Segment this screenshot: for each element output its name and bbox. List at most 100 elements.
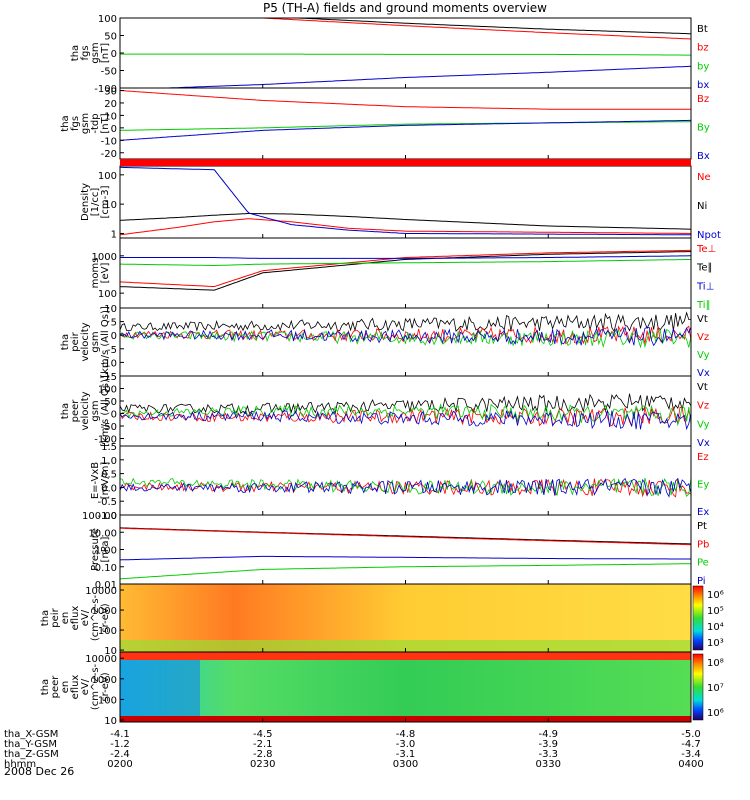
series-line-Vy: [119, 403, 692, 427]
panel-frame: [119, 237, 692, 309]
series-line-Ti∥: [120, 258, 692, 266]
legend-label: Ey: [697, 480, 709, 491]
y-tick-label: 100: [98, 626, 117, 637]
series-line-Ex: [119, 477, 692, 498]
y-tick-label: 1000: [92, 606, 117, 617]
x-axis-labels: tha_X-GSM -4.1 -4.5 -4.8 -4.9 -5.0 tha_Y-GSM -1…: [4, 729, 704, 770]
series-line-Vt: [119, 393, 692, 415]
colorbar-tick-label: 10⁶: [707, 590, 724, 601]
series-line-Pe: [119, 563, 691, 580]
legend-label: Vt: [697, 314, 708, 325]
xaxis-row-label: hhmm: [4, 759, 36, 770]
series-line-by: [120, 53, 691, 56]
y-axis-label: tha: [40, 610, 51, 626]
series-line-Ez: [119, 478, 692, 498]
y-axis-label: E=-VxB: [90, 462, 101, 499]
legend-label: Te⊥: [696, 244, 716, 255]
series-line-Vt: [119, 311, 692, 333]
xaxis-value: -4.1: [110, 729, 130, 740]
legend-label: Ti∥: [696, 300, 711, 311]
y-axis-label: tha: [60, 115, 71, 131]
y-axis-label: (cm^2-s-: [90, 594, 101, 641]
y-tick-label: -10: [101, 136, 117, 147]
legend-label: Ez: [697, 452, 709, 463]
series-line-Vy: [119, 328, 692, 349]
colorbar-tick-label: 10⁶: [707, 708, 724, 719]
legend-label: bz: [697, 43, 709, 54]
y-tick-label: -10: [101, 358, 117, 369]
y-tick-label: -50: [101, 67, 117, 78]
time-tick-label: 0400: [678, 759, 703, 770]
legend-label: Ni: [697, 201, 707, 212]
panel-1: Bt bz by bx 100 50 0 -50 -100 tha fgs gsm [nT]: [70, 14, 709, 95]
legend-label: Vz: [697, 332, 709, 343]
legend-label: Ex: [697, 507, 709, 518]
panel-10: 10⁸ 10⁷ 10⁶ 10000 1000 100 10 tha peer en eflux eV/…: [40, 651, 724, 727]
y-axis-label: [km/s (All Qs)]: [100, 306, 111, 378]
y-tick-label: 1000: [92, 252, 117, 263]
legend-label: Pi: [697, 576, 706, 587]
y-axis-label: [mV/m]: [100, 462, 111, 500]
y-axis-label: eV/: [80, 678, 91, 695]
y-tick-label: 30: [104, 86, 117, 97]
panel-5: Vt Vz Vy Vx 10 5 0 -5 -10 -15 tha peir velocity gsm [k…: [60, 304, 710, 383]
legend-label: Te∥: [696, 263, 713, 274]
y-axis-label: velocity: [80, 322, 91, 361]
series-line-Bx: [119, 119, 691, 141]
y-axis-label: eflux: [70, 606, 81, 631]
colorbar-tick-label: 10⁵: [707, 606, 724, 617]
y-tick-label: 100: [98, 14, 117, 25]
y-tick-label: 0.5: [101, 470, 117, 481]
xaxis-row-label: tha_Z-GSM: [4, 749, 59, 760]
y-tick-label: 0.01: [95, 580, 117, 591]
y-tick-label: 10.00: [88, 528, 117, 539]
y-axis-label: sr-eV): [100, 672, 111, 701]
y-tick-label: 1.5: [101, 442, 117, 453]
y-axis-label: [nT]: [100, 43, 111, 63]
xaxis-value: -2.4: [110, 749, 130, 760]
series-line-bx: [120, 65, 692, 89]
y-tick-label: -100: [94, 435, 117, 446]
y-axis-label: fgs: [80, 45, 91, 60]
xaxis-value: -3.3: [538, 749, 558, 760]
y-axis-label: en: [60, 681, 71, 694]
y-axis-label: moms: [90, 258, 101, 289]
y-tick-label: 5: [111, 318, 117, 329]
y-axis-label: tha: [60, 403, 71, 419]
legend-label: Ti⊥: [696, 281, 714, 292]
legend-label: Pt: [697, 521, 707, 532]
y-axis-label: tha: [40, 679, 51, 695]
y-tick-label: -0.5: [97, 497, 117, 508]
panel-3: Ne Ni Npot 100 10 1 Density [1/cc] [cm-3]: [80, 165, 721, 241]
spectrogram: [120, 652, 691, 722]
y-tick-label: -15: [101, 372, 117, 383]
legend-label: Pe: [697, 558, 709, 569]
y-tick-label: 50: [104, 32, 117, 43]
y-axis-label: gsm: [90, 42, 101, 63]
panel-9: 10⁶ 10⁵ 10⁴ 10³ 10000 1000 100 10 tha peir en eflux…: [40, 583, 724, 657]
y-tick-label: 0.10: [95, 563, 117, 574]
legend-label: Vx: [697, 368, 710, 379]
y-tick-label: 100: [98, 289, 117, 300]
y-tick-label: -100: [94, 84, 117, 95]
y-tick-label: 0.0: [101, 483, 117, 494]
series-line-Ni: [119, 213, 692, 230]
y-tick-label: 0: [111, 124, 117, 135]
y-axis-label: peir: [70, 331, 81, 351]
spectrogram-band: [120, 652, 691, 660]
date-label: 2008 Dec 26: [4, 765, 74, 778]
series-line-Pb: [120, 527, 692, 546]
colorbar-tick-label: 10³: [707, 638, 724, 649]
xaxis-value: -3.4: [681, 749, 701, 760]
colorbar-tick-label: 10⁴: [707, 622, 724, 633]
xaxis-value: -3.0: [396, 739, 416, 750]
y-axis-label: [km/s (All Qs)]: [100, 375, 111, 447]
series-line-Ne: [119, 218, 692, 236]
y-axis-label: peer: [70, 399, 81, 423]
y-tick-label: 1000: [92, 675, 117, 686]
legend-label: Vt: [697, 382, 708, 393]
panel-7: Ez Ey Ex 1.5 1.0 0.5 0.0 -0.5 -1.0 E=-VxB [mV/m]: [90, 442, 709, 522]
y-axis-label: Density: [80, 183, 91, 221]
